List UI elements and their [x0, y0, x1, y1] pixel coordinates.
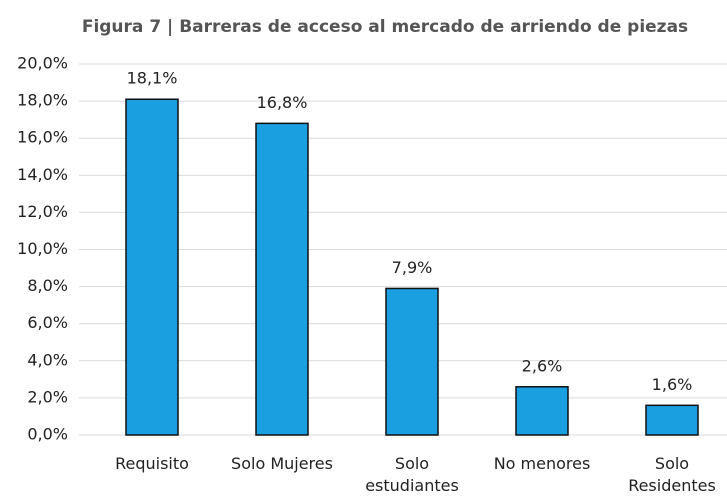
y-tick-label: 6,0% — [27, 313, 68, 332]
x-tick-label: No menores — [493, 454, 591, 473]
chart-title: Figura 7 | Barreras de acceso al mercado… — [82, 17, 688, 37]
value-label: 18,1% — [127, 69, 178, 88]
bar — [515, 386, 569, 436]
value-label: 1,6% — [652, 375, 693, 394]
y-tick-label: 10,0% — [17, 239, 68, 258]
bar — [255, 122, 309, 436]
x-tick-label: Solo estudiantes — [365, 454, 459, 495]
x-tick-label: Requisito — [115, 454, 189, 473]
y-tick-label: 12,0% — [17, 202, 68, 221]
y-tick-label: 20,0% — [17, 54, 68, 73]
y-tick-label: 8,0% — [27, 276, 68, 295]
bar — [645, 404, 699, 436]
x-tick-label: Solo Residentes — [628, 454, 716, 495]
y-tick-label: 14,0% — [17, 165, 68, 184]
value-label: 2,6% — [522, 356, 563, 375]
y-tick-label: 4,0% — [27, 350, 68, 369]
value-label: 7,9% — [392, 258, 433, 277]
y-tick-label: 2,0% — [27, 387, 68, 406]
value-label: 16,8% — [257, 93, 308, 112]
bar — [385, 287, 439, 436]
x-tick-label: Solo Mujeres — [231, 454, 333, 473]
y-tick-label: 18,0% — [17, 91, 68, 110]
y-tick-label: 16,0% — [17, 128, 68, 147]
y-tick-label: 0,0% — [27, 425, 68, 444]
bar — [125, 98, 179, 436]
